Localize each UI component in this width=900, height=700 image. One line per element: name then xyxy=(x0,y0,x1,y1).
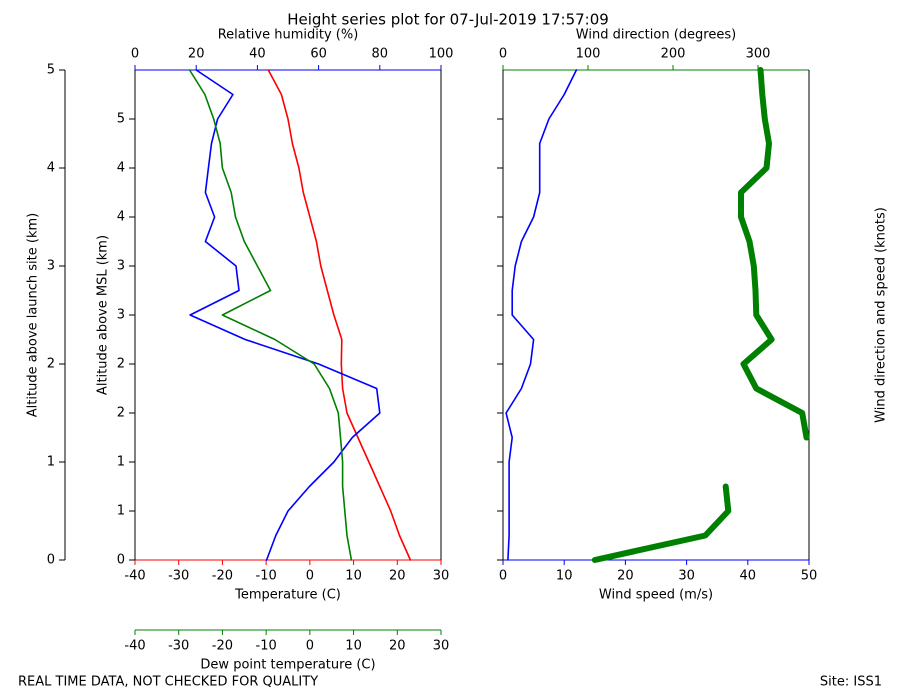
x2-tick-label: 100 xyxy=(576,47,601,62)
x2-tick-label: 80 xyxy=(372,47,389,62)
y-tick-label: 2 xyxy=(117,357,125,372)
chart-title: Height series plot for 07-Jul-2019 17:57… xyxy=(287,11,609,29)
series-line xyxy=(267,69,412,561)
x3-tick-label: -30 xyxy=(168,639,189,654)
x-tick-label: 10 xyxy=(556,569,573,584)
series-line xyxy=(188,69,353,561)
y-tick-label: 1 xyxy=(117,504,125,519)
y-tick-label: 5 xyxy=(117,112,125,127)
x2-tick-label: 40 xyxy=(249,47,266,62)
y-tick-label: 4 xyxy=(47,161,55,176)
y-tick-label: 0 xyxy=(117,553,125,568)
x-tick-label: -20 xyxy=(212,569,233,584)
x2-tick-label: 200 xyxy=(661,47,686,62)
x-axis-label: Temperature (C) xyxy=(234,588,341,603)
x2-tick-label: 60 xyxy=(310,47,327,62)
y-tick-label: 5 xyxy=(47,63,55,78)
y-axis-label: Altitude above MSL (km) xyxy=(96,235,111,395)
x-tick-label: -40 xyxy=(124,569,145,584)
y-axis-label: Altitude above launch site (km) xyxy=(26,213,41,417)
y-tick-label: 4 xyxy=(117,210,125,225)
x-tick-label: 40 xyxy=(740,569,757,584)
x3-tick-label: -10 xyxy=(256,639,277,654)
x-tick-label: -30 xyxy=(168,569,189,584)
x-tick-label: 10 xyxy=(345,569,362,584)
x3-tick-label: 10 xyxy=(345,639,362,654)
series-line xyxy=(189,69,381,561)
x2-tick-label: 0 xyxy=(131,47,139,62)
x-tick-label: 50 xyxy=(801,569,818,584)
x3-tick-label: 20 xyxy=(389,639,406,654)
x3-tick-label: 0 xyxy=(306,639,314,654)
y-tick-label: 3 xyxy=(47,259,55,274)
x-axis-label: Wind speed (m/s) xyxy=(599,588,713,603)
y-tick-label: 4 xyxy=(117,161,125,176)
site-note: Site: ISS1 xyxy=(820,675,882,690)
x-tick-label: 20 xyxy=(389,569,406,584)
y-tick-label: 3 xyxy=(117,259,125,274)
x-tick-label: 30 xyxy=(433,569,450,584)
x-tick-label: 0 xyxy=(306,569,314,584)
y-tick-label: 1 xyxy=(47,455,55,470)
x3-tick-label: 30 xyxy=(433,639,450,654)
x3-axis-label: Dew point temperature (C) xyxy=(200,658,375,673)
y-tick-label: 2 xyxy=(117,406,125,421)
barb-axis-label: Wind direction and speed (knots) xyxy=(874,207,889,423)
series-line xyxy=(591,67,810,563)
x2-axis-label: Relative humidity (%) xyxy=(218,28,359,43)
x-tick-label: 0 xyxy=(499,569,507,584)
x-tick-label: 20 xyxy=(617,569,634,584)
y-tick-label: 3 xyxy=(117,308,125,323)
y-tick-label: 2 xyxy=(47,357,55,372)
x2-tick-label: 300 xyxy=(746,47,771,62)
x2-tick-label: 20 xyxy=(188,47,205,62)
x-tick-label: 30 xyxy=(678,569,695,584)
x2-tick-label: 100 xyxy=(429,47,454,62)
quality-note: REAL TIME DATA, NOT CHECKED FOR QUALITY xyxy=(18,675,318,690)
x-tick-label: -10 xyxy=(256,569,277,584)
y-tick-label: 1 xyxy=(117,455,125,470)
series-line xyxy=(505,69,578,561)
x2-axis-label: Wind direction (degrees) xyxy=(576,28,736,43)
x2-tick-label: 0 xyxy=(499,47,507,62)
x3-tick-label: -20 xyxy=(212,639,233,654)
y-tick-label: 0 xyxy=(47,553,55,568)
x3-tick-label: -40 xyxy=(124,639,145,654)
